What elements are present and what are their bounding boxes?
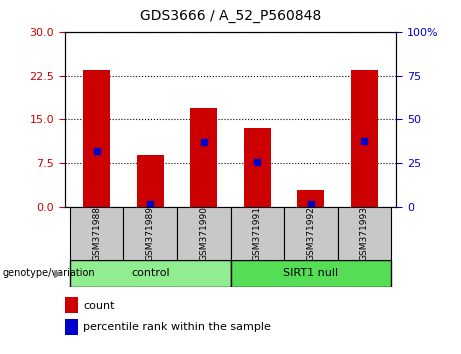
Bar xyxy=(137,154,164,207)
Text: GSM371988: GSM371988 xyxy=(92,206,101,261)
Text: SIRT1 null: SIRT1 null xyxy=(283,268,338,279)
Text: GSM371991: GSM371991 xyxy=(253,206,262,261)
Bar xyxy=(70,207,124,260)
Text: GSM371992: GSM371992 xyxy=(306,206,315,261)
Bar xyxy=(230,260,391,287)
Bar xyxy=(190,108,217,207)
Bar xyxy=(230,207,284,260)
Text: control: control xyxy=(131,268,170,279)
Text: GSM371990: GSM371990 xyxy=(199,206,208,261)
Bar xyxy=(124,207,177,260)
Bar xyxy=(177,207,230,260)
Text: count: count xyxy=(83,301,114,310)
Bar xyxy=(351,70,378,207)
Text: genotype/variation: genotype/variation xyxy=(2,268,95,279)
Text: percentile rank within the sample: percentile rank within the sample xyxy=(83,322,271,332)
Bar xyxy=(83,70,110,207)
Text: GSM371993: GSM371993 xyxy=(360,206,369,261)
Bar xyxy=(244,128,271,207)
Bar xyxy=(337,207,391,260)
Bar xyxy=(297,190,324,207)
Text: ▶: ▶ xyxy=(54,268,63,279)
Text: GDS3666 / A_52_P560848: GDS3666 / A_52_P560848 xyxy=(140,9,321,23)
Bar xyxy=(70,260,230,287)
Bar xyxy=(284,207,337,260)
Text: GSM371989: GSM371989 xyxy=(146,206,155,261)
